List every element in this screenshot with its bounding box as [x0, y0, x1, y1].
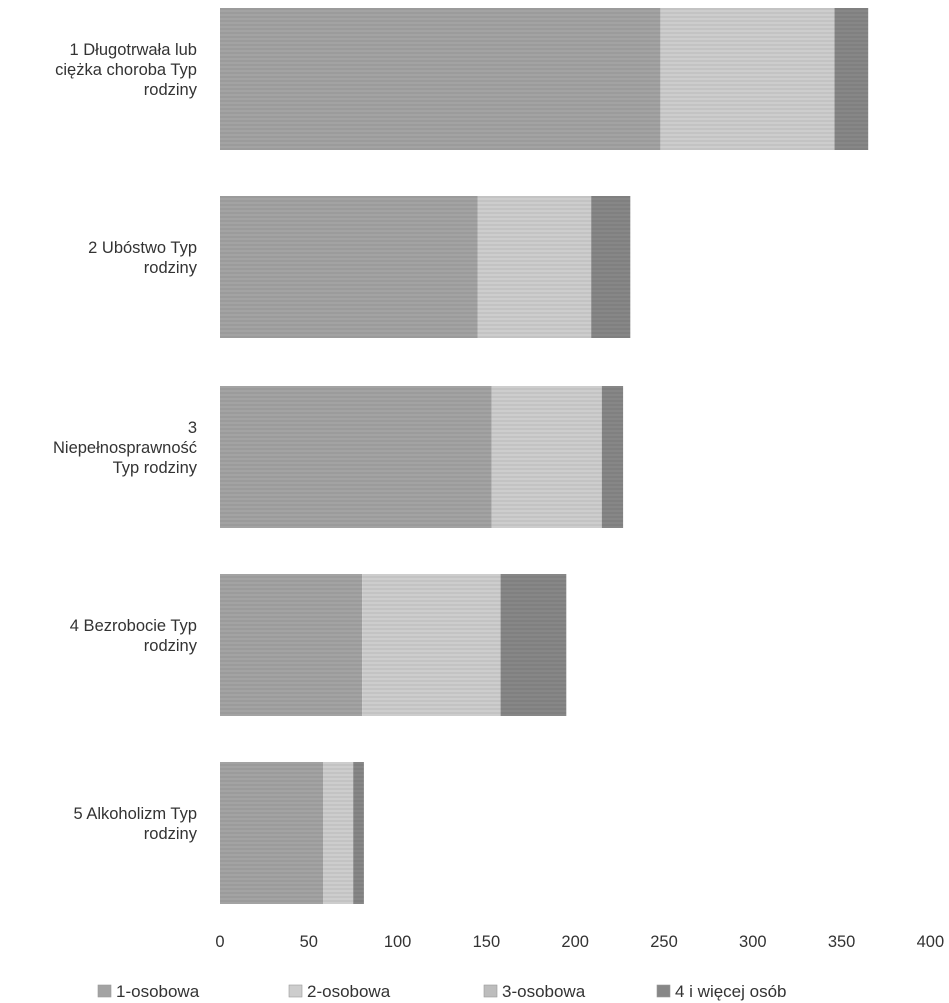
legend-swatch-2	[288, 984, 303, 998]
x-axis: 0 50 100 150 200 250 300 350 400	[215, 933, 944, 951]
legend-label-4: 4 i więcej osób	[675, 982, 787, 1001]
bar-texture-1-series-1	[220, 8, 661, 150]
legend-swatch-4	[656, 984, 671, 998]
x-tick-label-300: 300	[739, 933, 767, 951]
category-label-4: 4 Bezrobocie Typ rodziny	[70, 617, 198, 655]
bar-texture-2-series-2	[477, 196, 592, 338]
legend-swatch-1	[97, 984, 112, 998]
bar-texture-3-series-2	[491, 386, 602, 528]
x-tick-label-50: 50	[300, 933, 318, 951]
bar-texture-1-series-4	[834, 8, 869, 150]
x-tick-label-150: 150	[473, 933, 501, 951]
x-tick-label-0: 0	[215, 933, 224, 951]
legend: 1-osobowa 2-osobowa 3-osobowa 4 i więcej os…	[97, 982, 787, 1001]
category-label-3: 3 Niepełnosprawność Typ rodziny	[53, 419, 198, 477]
bar-texture-3-series-4	[601, 386, 624, 528]
x-tick-label-400: 400	[917, 933, 945, 951]
x-tick-label-250: 250	[650, 933, 678, 951]
bar-texture-5-series-1	[220, 762, 323, 904]
legend-label-2: 2-osobowa	[307, 982, 391, 1001]
bar-texture-2-series-1	[220, 196, 478, 338]
legend-swatch-3	[483, 984, 498, 998]
bar-texture-4-series-4	[500, 574, 567, 716]
bar-texture-5-series-4	[353, 762, 364, 904]
category-label-2: 2 Ubóstwo Typ rodziny	[88, 239, 198, 277]
category-labels: 1 Długotrwała lub ciężka choroba Typ rodzi…	[53, 41, 198, 843]
bar-texture-1-series-2	[660, 8, 835, 150]
bar-texture-2-series-4	[591, 196, 631, 338]
legend-label-1: 1-osobowa	[116, 982, 200, 1001]
x-tick-label-100: 100	[384, 933, 412, 951]
category-label-5: 5 Alkoholizm Typ rodziny	[73, 805, 197, 843]
bars-layer	[220, 8, 869, 904]
legend-label-3: 3-osobowa	[502, 982, 586, 1001]
bar-texture-5-series-2	[323, 762, 354, 904]
x-tick-label-200: 200	[561, 933, 589, 951]
bar-texture-4-series-1	[220, 574, 363, 716]
bar-texture-4-series-2	[362, 574, 501, 716]
x-tick-label-350: 350	[828, 933, 856, 951]
bar-texture-3-series-1	[220, 386, 492, 528]
category-label-1: 1 Długotrwała lub ciężka choroba Typ rodzi…	[55, 41, 198, 99]
